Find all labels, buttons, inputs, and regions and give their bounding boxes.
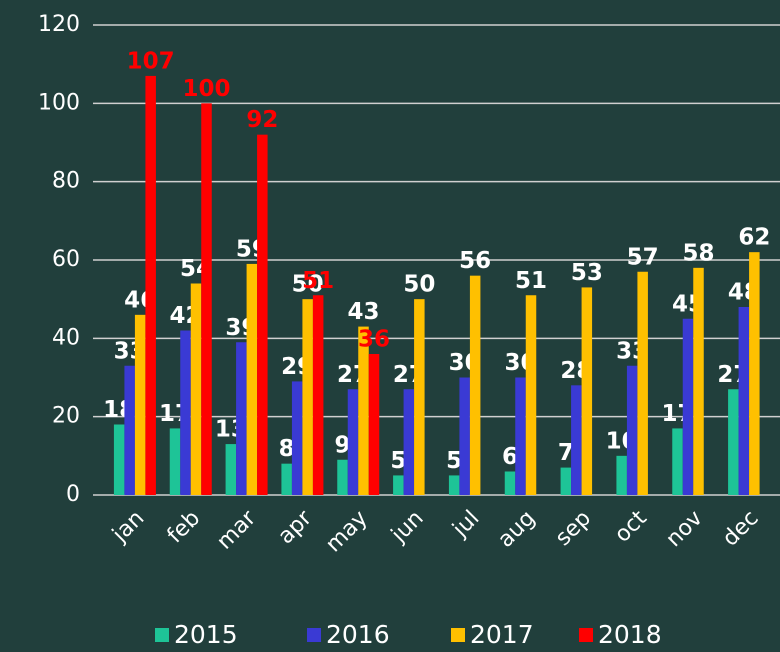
data-label: 62 [738,225,770,251]
data-label: 107 [127,48,175,74]
bar [414,299,425,495]
data-label: 5 [446,448,462,474]
legend-label: 2015 [174,620,238,649]
bar [682,318,694,495]
y-tick-label: 60 [52,247,80,272]
bar [236,342,247,495]
bar [312,295,324,495]
bar [291,381,303,495]
y-tick-label: 120 [38,12,80,37]
data-label: 5 [390,448,406,474]
y-tick-label: 0 [66,482,80,507]
bar [302,299,313,495]
bar [347,389,359,495]
bar [749,252,760,495]
bar [225,444,237,495]
bar [124,365,135,495]
legend-swatch [307,628,321,642]
bar [368,354,380,495]
bar [515,377,526,495]
data-label: 58 [682,240,714,266]
bar [672,428,683,495]
bar [448,475,460,495]
bar [246,263,258,495]
bar [169,428,181,495]
data-label: 50 [292,272,324,298]
data-label: 36 [358,327,390,353]
bar [560,467,572,495]
y-tick-label: 80 [52,169,80,194]
bar [728,389,739,495]
bar [393,475,404,495]
bar [190,283,202,495]
bar [469,275,481,495]
data-label: 57 [627,244,659,270]
bar [525,295,537,495]
bar [637,271,648,495]
bar [337,459,348,495]
bar [358,326,369,495]
bar [459,377,470,495]
data-label: 100 [182,76,230,102]
bar [616,455,627,495]
bar [504,471,516,495]
y-tick-label: 20 [52,404,80,429]
bar [738,307,750,495]
data-label: 7 [558,440,574,466]
y-tick-label: 40 [52,325,80,350]
data-label: 53 [571,260,603,286]
bar [113,424,125,495]
bar [145,75,156,496]
bar [134,314,146,495]
y-tick-label: 100 [38,90,80,115]
legend-label: 2018 [598,620,662,649]
data-label: 51 [515,268,547,294]
legend-swatch [155,628,169,642]
bar [281,463,292,495]
data-label: 9 [334,432,350,458]
bar [201,103,212,495]
data-label: 51 [302,268,334,294]
bar [257,134,268,495]
data-label: 6 [502,444,518,470]
legend-label: 2016 [326,620,390,649]
data-label: 43 [347,299,379,325]
bar [571,385,582,495]
bar [180,330,191,495]
bar [403,389,415,495]
bar [581,287,593,495]
data-label: 56 [459,248,491,274]
data-label: 50 [403,272,435,298]
bar [626,365,638,495]
legend-swatch [579,628,593,642]
bar [693,267,704,495]
legend-label: 2017 [470,620,534,649]
data-label: 8 [279,436,295,462]
legend-swatch [451,628,465,642]
data-label: 92 [246,107,278,133]
